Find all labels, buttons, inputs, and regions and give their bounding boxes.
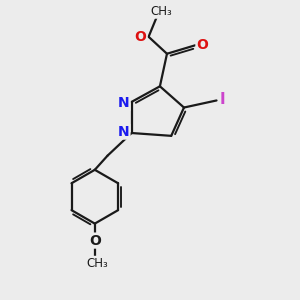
Text: N: N [118,96,130,110]
Text: O: O [89,234,101,248]
Text: I: I [219,92,225,106]
Text: O: O [135,30,147,44]
Text: CH₃: CH₃ [150,5,172,18]
Text: O: O [196,38,208,52]
Text: N: N [118,124,130,139]
Text: CH₃: CH₃ [87,257,109,270]
